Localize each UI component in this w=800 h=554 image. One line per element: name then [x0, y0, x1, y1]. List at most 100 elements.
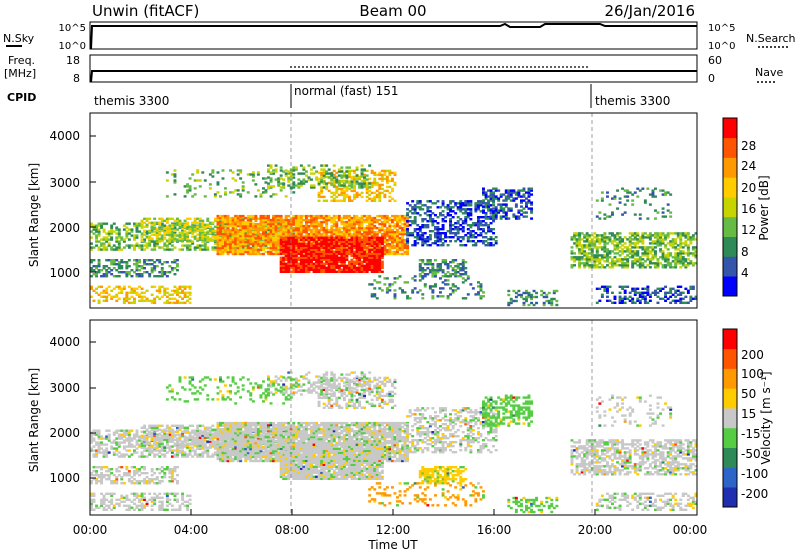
power-cell	[325, 268, 329, 271]
power-cell	[651, 262, 655, 265]
power-cell	[299, 182, 303, 185]
power-cell	[403, 242, 407, 246]
power-cell	[211, 231, 215, 234]
power-cell	[307, 226, 311, 230]
power-cell	[350, 189, 354, 193]
power-cell	[153, 240, 157, 243]
power-cell	[127, 238, 131, 241]
power-cell	[525, 201, 528, 204]
power-cell	[234, 227, 238, 230]
power-cell	[408, 204, 412, 207]
power-cell	[449, 232, 453, 235]
power-cell	[340, 174, 344, 177]
power-cell	[575, 232, 579, 235]
power-cell	[482, 228, 485, 231]
power-cell	[97, 259, 101, 262]
power-cell	[436, 216, 440, 219]
power-cell	[350, 246, 354, 249]
power-cell	[353, 234, 356, 238]
power-cell	[469, 234, 473, 237]
power-cell	[287, 250, 291, 253]
power-cell	[578, 234, 582, 237]
power-cell	[181, 291, 185, 294]
power-cell	[299, 266, 303, 269]
power-cell	[684, 232, 688, 235]
power-cell	[198, 244, 202, 247]
power-cell	[239, 236, 243, 240]
power-cell	[279, 222, 283, 226]
power-cell	[307, 246, 311, 249]
power-cell	[684, 264, 688, 267]
power-cell	[401, 226, 405, 230]
power-cell	[312, 248, 316, 251]
power-cell	[160, 219, 164, 222]
power-cell	[127, 228, 131, 231]
power-cell	[428, 238, 432, 241]
power-cell	[158, 217, 162, 220]
power-cell	[345, 174, 349, 177]
power-cell	[165, 248, 169, 251]
power-cell	[370, 226, 374, 230]
power-cell	[474, 232, 478, 235]
power-cell	[461, 267, 465, 270]
power-cell	[241, 222, 245, 226]
power-cell	[188, 301, 192, 304]
power-cell	[431, 265, 435, 268]
power-cell	[219, 219, 222, 222]
power-cell	[588, 234, 592, 237]
power-cell	[393, 173, 397, 177]
power-cell	[325, 236, 329, 239]
power-cell	[337, 168, 341, 171]
power-cell	[492, 220, 496, 223]
power-cell	[284, 218, 288, 222]
power-cell	[148, 242, 152, 245]
power-cell	[393, 238, 397, 242]
power-cell	[679, 256, 683, 259]
power-cell	[504, 191, 508, 194]
power-cell	[133, 234, 136, 237]
power-cell	[431, 289, 435, 292]
power-cell	[277, 218, 281, 222]
power-cell	[439, 228, 442, 231]
power-cell	[355, 262, 359, 265]
power-cell	[122, 224, 126, 227]
power-cell	[155, 227, 159, 230]
power-cell	[428, 236, 432, 239]
power-cell	[320, 240, 324, 243]
power-cell	[282, 266, 286, 269]
power-cell	[451, 236, 455, 239]
power-cell	[676, 248, 680, 251]
power-cell	[236, 228, 240, 232]
power-cell	[320, 224, 324, 228]
power-cell	[155, 221, 159, 224]
power-cell	[335, 244, 339, 247]
power-cell	[643, 232, 647, 235]
power-cell	[406, 297, 410, 300]
power-cell	[348, 175, 351, 179]
power-cell	[317, 240, 321, 244]
power-cell	[451, 291, 455, 294]
power-cell	[482, 236, 485, 239]
power-cell	[378, 214, 382, 218]
power-cell	[163, 273, 167, 276]
power-cell	[428, 234, 432, 237]
power-cell	[353, 246, 356, 249]
power-cell	[588, 240, 592, 243]
power-cell	[378, 240, 382, 243]
power-cell	[365, 187, 369, 191]
power-cell	[317, 252, 321, 255]
power-cell	[358, 182, 362, 185]
power-cell	[236, 246, 240, 250]
power-cell	[95, 228, 99, 231]
power-cell	[358, 240, 362, 244]
power-cell	[307, 242, 311, 245]
power-cell	[284, 226, 288, 230]
power-cell	[373, 240, 377, 243]
power-cell	[613, 264, 617, 267]
power-cell	[332, 254, 336, 257]
power-cell	[441, 226, 445, 229]
power-cell	[112, 222, 116, 225]
power-cell	[289, 228, 293, 232]
power-cell	[181, 289, 185, 292]
power-cell	[148, 275, 152, 278]
